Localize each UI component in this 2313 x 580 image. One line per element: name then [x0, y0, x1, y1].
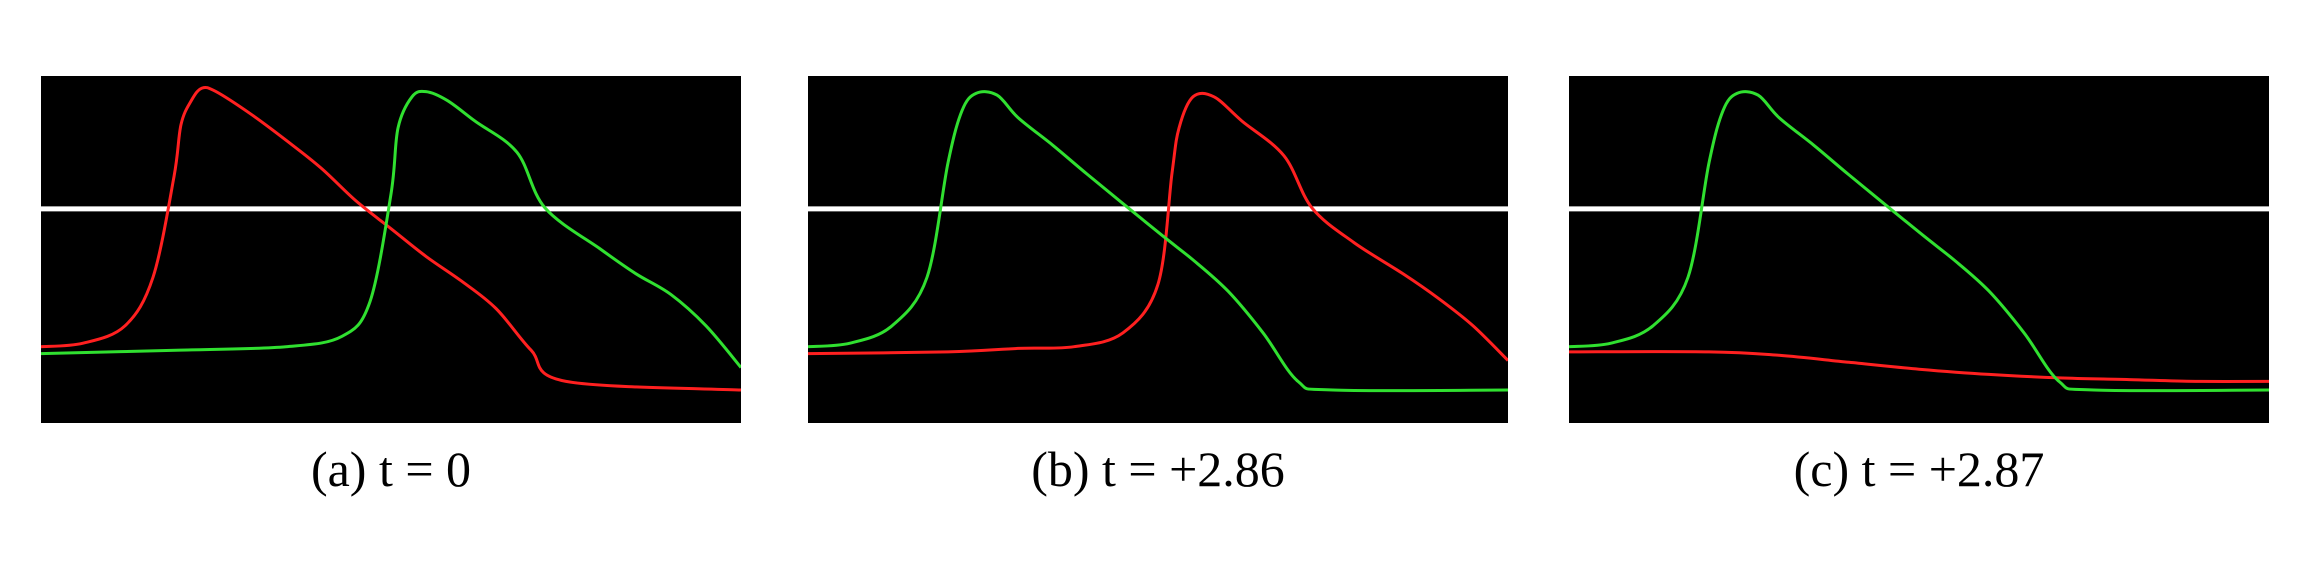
plot-background-c [1569, 76, 2269, 423]
plot-a [41, 76, 741, 423]
plot-background-b [808, 76, 1508, 423]
green-curve-b [808, 90, 1508, 393]
plot-background-a [41, 76, 741, 423]
red-curve-a [41, 85, 741, 392]
panel-a: (a) t = 0 [41, 0, 741, 500]
panel-c: (c) t = +2.87 [1569, 0, 2269, 500]
red-curve-c [1569, 350, 2269, 383]
green-curve-c [1569, 90, 2269, 393]
plot-c [1569, 76, 2269, 423]
caption-c: (c) t = +2.87 [1793, 441, 2045, 497]
caption-a: (a) t = 0 [310, 441, 472, 497]
plot-b [808, 76, 1508, 423]
green-curve-a [41, 89, 741, 369]
red-curve-b [808, 91, 1508, 362]
caption-b: (b) t = +2.86 [1031, 441, 1285, 497]
panel-b: (b) t = +2.86 [808, 0, 1508, 500]
